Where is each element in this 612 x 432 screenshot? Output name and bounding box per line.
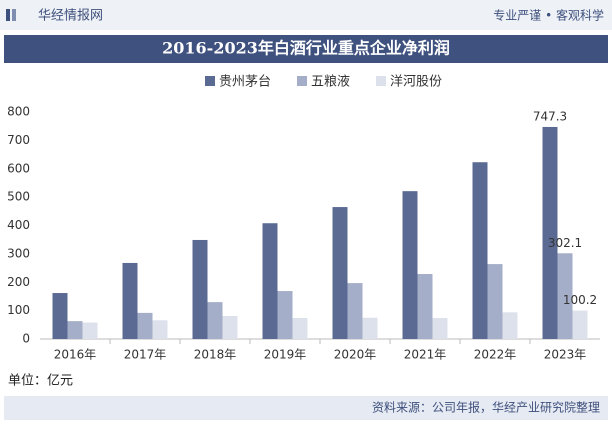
bar xyxy=(277,291,293,339)
logo xyxy=(6,9,10,21)
unit: 单位：亿元 xyxy=(8,374,73,389)
x-tick-label: 2019年 xyxy=(264,348,307,362)
x-tick-label: 2017年 xyxy=(124,348,167,362)
title-bar xyxy=(4,35,608,63)
bar xyxy=(487,264,503,339)
x-tick-label: 2016年 xyxy=(54,348,97,362)
bar xyxy=(222,316,238,339)
bar xyxy=(472,162,488,339)
y-tick-label: 600 xyxy=(7,161,30,175)
bar xyxy=(67,321,83,339)
bar xyxy=(332,207,348,339)
y-tick-label: 500 xyxy=(7,190,30,204)
bar xyxy=(262,223,278,339)
y-tick-label: 300 xyxy=(7,246,30,260)
legend-swatch xyxy=(205,76,215,86)
legend-label: 贵州茅台 xyxy=(219,75,271,90)
slogan: 专业严谨 • 客观科学 xyxy=(493,8,604,23)
legend-swatch xyxy=(376,76,387,86)
bar xyxy=(347,283,363,339)
x-tick-label: 2023年 xyxy=(544,348,587,362)
bar xyxy=(52,293,68,339)
bar xyxy=(192,239,208,339)
brand: 华经情报网 xyxy=(38,9,103,24)
bar xyxy=(402,191,418,339)
x-tick-label: 2022年 xyxy=(474,348,517,362)
bar xyxy=(557,253,573,339)
bar xyxy=(207,302,223,339)
y-tick-label: 700 xyxy=(7,133,30,147)
bar xyxy=(417,274,433,339)
x-tick-label: 2018年 xyxy=(194,348,237,362)
bar xyxy=(292,318,308,339)
y-tick-label: 100 xyxy=(7,303,30,317)
legend-label: 洋河股份 xyxy=(390,75,442,90)
header-band xyxy=(0,0,612,30)
bar xyxy=(502,312,518,339)
bar xyxy=(82,322,98,339)
value-label: 100.2 xyxy=(563,293,597,307)
x-tick-label: 2020年 xyxy=(334,348,377,362)
chart-title: 2016-2023年白酒行业重点企业净利润 xyxy=(162,39,450,58)
bar xyxy=(152,320,168,339)
value-label: 302.1 xyxy=(548,236,582,250)
footer-band xyxy=(4,396,608,420)
legend-swatch xyxy=(297,76,308,86)
bar xyxy=(572,310,588,339)
y-tick-label: 200 xyxy=(7,275,30,289)
bar xyxy=(122,262,138,339)
logo xyxy=(12,9,16,21)
bar xyxy=(137,312,153,339)
source: 资料来源：公司年报，华经产业研究院整理 xyxy=(372,400,600,415)
bar xyxy=(362,317,378,339)
y-tick-label: 0 xyxy=(22,332,30,346)
x-tick-label: 2021年 xyxy=(404,348,447,362)
y-tick-label: 800 xyxy=(7,105,30,119)
bar xyxy=(542,126,558,339)
value-label: 747.3 xyxy=(533,109,567,123)
bar xyxy=(432,318,448,339)
legend-label: 五粮液 xyxy=(311,75,350,90)
y-tick-label: 400 xyxy=(7,218,30,232)
